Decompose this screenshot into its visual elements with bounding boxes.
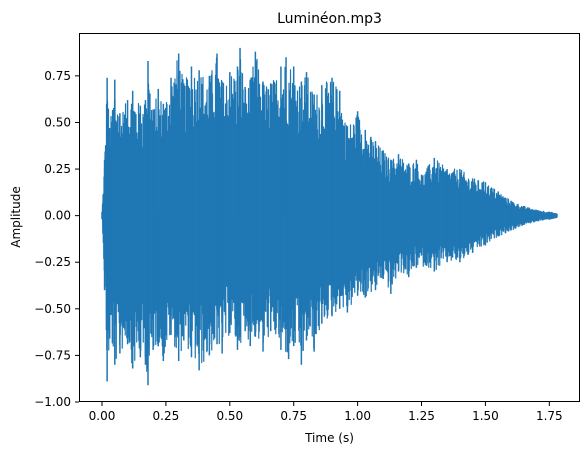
plot-area: [79, 33, 580, 402]
y-tick-label: −0.25: [34, 255, 71, 269]
x-tick-label: 1.75: [536, 409, 563, 423]
x-tick-label: 0.00: [89, 409, 116, 423]
y-tick-label: 0.00: [44, 209, 71, 223]
x-tick-label: 1.00: [344, 409, 371, 423]
y-tick-label: −1.00: [34, 395, 71, 409]
waveform-group: [101, 47, 558, 386]
x-axis: 0.00 0.25 0.50 0.75 1.00 1.25 1.50 1.75: [89, 402, 563, 423]
x-tick-label: 1.50: [472, 409, 499, 423]
chart-title: Luminéon.mp3: [277, 11, 382, 27]
y-tick-label: −0.50: [34, 302, 71, 316]
plot-frame: [79, 33, 580, 402]
y-tick-label: 0.25: [44, 162, 71, 176]
y-axis: −1.00 −0.75 −0.50 −0.25 0.00 0.25 0.50 0.75: [34, 69, 79, 409]
x-tick-label: 0.50: [216, 409, 243, 423]
x-tick-label: 1.25: [408, 409, 435, 423]
x-tick-label: 0.25: [153, 409, 180, 423]
x-axis-label: Time (s): [304, 431, 354, 445]
y-tick-label: 0.75: [44, 69, 71, 83]
y-axis-label: Amplitude: [9, 186, 23, 248]
y-tick-label: −0.75: [34, 348, 71, 362]
y-tick-label: 0.50: [44, 115, 71, 129]
x-tick-label: 0.75: [280, 409, 307, 423]
waveform-line: [101, 57, 558, 372]
